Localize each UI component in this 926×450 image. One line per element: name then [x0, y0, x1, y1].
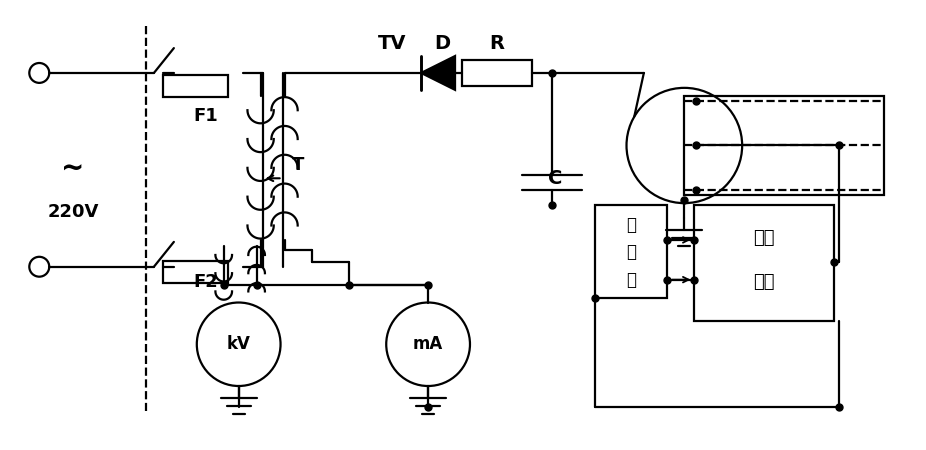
Text: F1: F1: [194, 107, 219, 125]
Bar: [684, 96, 883, 195]
Bar: [462, 60, 532, 86]
Text: 取: 取: [627, 216, 636, 234]
Text: 220V: 220V: [47, 203, 99, 221]
Bar: [594, 205, 668, 297]
Text: ~: ~: [61, 154, 85, 182]
Text: T: T: [293, 156, 305, 174]
Bar: [163, 261, 228, 283]
Polygon shape: [421, 56, 455, 90]
Text: mA: mA: [413, 335, 444, 353]
Text: 器: 器: [627, 270, 636, 288]
Text: 测试: 测试: [754, 229, 775, 247]
Bar: [163, 75, 228, 97]
Text: D: D: [434, 34, 450, 53]
Text: 仪器: 仪器: [754, 273, 775, 291]
Text: TV: TV: [378, 34, 407, 53]
Text: 样: 样: [627, 243, 636, 261]
Bar: [694, 205, 834, 321]
Text: C: C: [547, 169, 562, 188]
Text: R: R: [490, 34, 505, 53]
Text: F2: F2: [194, 273, 219, 291]
Text: kV: kV: [227, 335, 251, 353]
